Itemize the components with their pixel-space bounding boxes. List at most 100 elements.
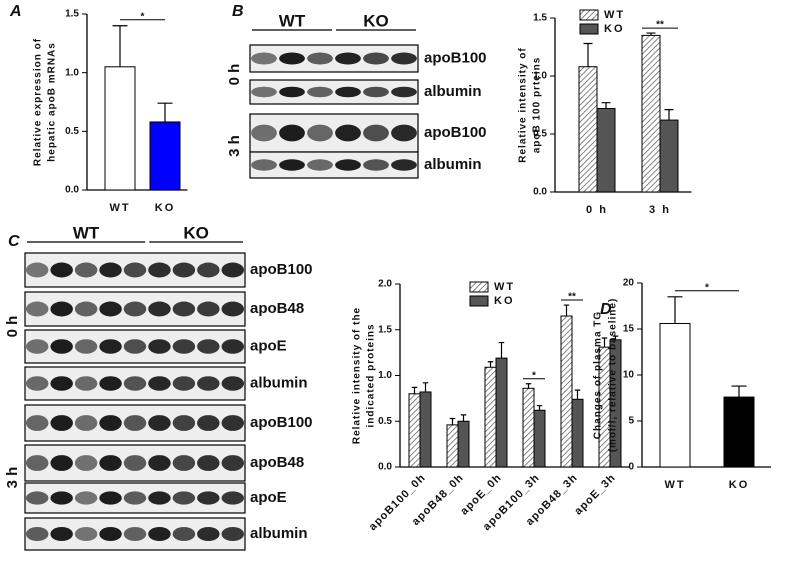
significance-mark: * [141,11,145,22]
bar [446,424,459,468]
x-tick-label: WT [664,479,685,491]
row-label: apoE [250,337,287,354]
bar [641,34,661,193]
y-axis-label: hepatic apoB mRNAs [47,42,58,162]
blot-band [251,86,277,98]
row-label: apoB100 [250,414,313,431]
blot-band [221,339,245,354]
x-tick-label: WT [109,202,130,214]
y-axis-label: Relative expression of [33,38,44,166]
legend-swatch [579,23,599,35]
error-bar [411,386,418,394]
error-bar [449,417,456,425]
blot-band [197,491,220,505]
y-tick-label: 15 [623,324,635,335]
blot-band [50,339,73,354]
error-bar [601,337,608,348]
error-bar [487,361,494,368]
error-bar [574,389,581,400]
y-axis-label: apoB 100 prteins [532,57,543,154]
y-tick-label: 5 [628,416,634,427]
blot-band [172,339,196,354]
blot-band [123,301,147,317]
y-axis-label: indicated proteins [366,323,377,427]
y-tick-label: 10 [623,370,635,381]
blot-band [363,159,389,171]
row-label: albumin [424,156,482,173]
blot-band [221,526,245,542]
error-bar [525,383,532,389]
blot-band [279,159,305,171]
row-label: albumin [250,525,308,542]
significance-mark: * [532,370,536,381]
blot-band [148,262,171,278]
bar [484,366,497,468]
legend-label: KO [494,295,515,307]
group-label: KO [183,223,209,242]
blot-band [123,376,147,391]
blot-band [363,124,389,142]
y-tick-label: 20 [623,278,635,289]
row-label: apoB48 [250,454,304,471]
blot-band [99,376,122,391]
row-label: albumin [424,83,482,100]
blot-band [221,262,245,278]
blot-band [74,491,98,505]
bar [419,391,432,468]
blot-band [25,262,49,278]
y-axis-label: Changes of plasma TG [593,311,604,439]
y-tick-label: 0 [628,462,634,473]
blot-band [391,159,417,171]
error-bar [612,335,619,340]
y-tick-label: 0.5 [533,129,547,140]
x-tick-label: 3 h [649,204,671,216]
significance-mark: ** [656,20,664,31]
y-tick-label: 0.0 [533,187,547,198]
blot-band [74,301,98,317]
blot-band [172,415,196,431]
error-bar [498,341,505,359]
time-label: 3 h [4,467,21,489]
blot-band [99,491,122,505]
blot-band [172,301,196,317]
bar [533,409,546,468]
blot-band [50,376,73,391]
blot-band [221,301,245,317]
blot-band [279,86,305,98]
error-bar [157,102,173,122]
x-tick-label: KO [729,479,750,491]
blot-band [123,339,147,354]
bar [596,107,616,193]
y-tick-label: 0.5 [378,416,392,427]
error-bar [646,32,656,36]
bar [723,396,755,468]
blot-band [25,301,49,317]
blot-band [99,262,122,278]
time-label: 3 h [226,135,243,157]
blot-band [99,455,122,471]
blot-band [172,376,196,391]
blot-band [391,124,417,142]
bar [659,322,691,468]
blot-band [221,415,245,431]
blot-band [172,455,196,471]
blot-band [123,455,147,471]
legend-swatch [579,9,599,21]
y-tick-label: 0.0 [65,185,79,196]
legend-label: WT [494,281,515,293]
blot-band [279,52,305,65]
legend-swatch [469,281,489,293]
error-bar [112,25,128,67]
blot-band [335,124,361,142]
blot-band [50,491,73,505]
blot-band [197,301,220,317]
blot-band [50,262,73,278]
x-tick-label: 0 h [586,204,608,216]
bar [571,398,584,468]
y-tick-label: 1.0 [533,71,547,82]
x-tick-label: KO [155,202,176,214]
blot-band [25,455,49,471]
blot-band [148,376,171,391]
blot-band [251,52,277,65]
blot-band [50,301,73,317]
